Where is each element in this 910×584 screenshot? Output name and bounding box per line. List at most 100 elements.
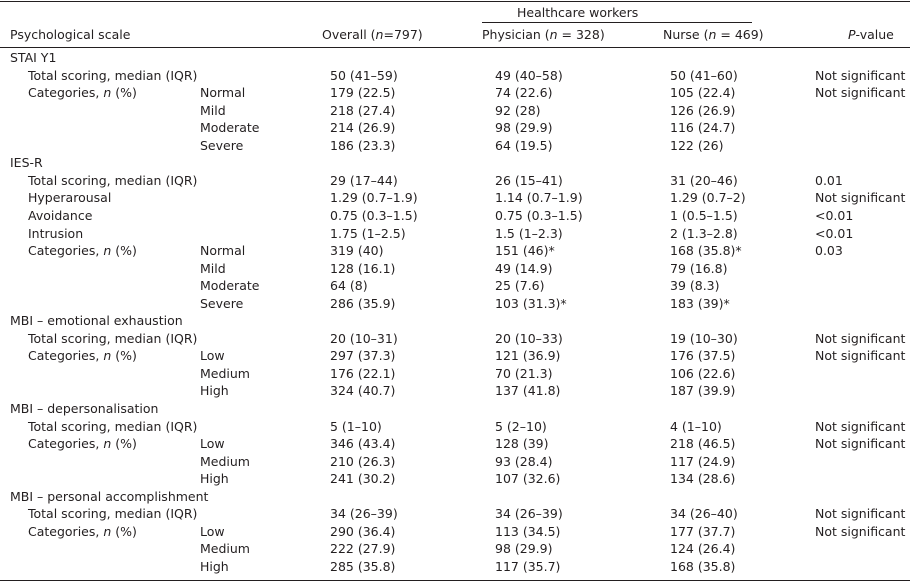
overall-cell: 297 (37.3) (330, 348, 396, 364)
nurse-cell: 1 (0.5–1.5) (670, 207, 738, 223)
nurse-cell: 31 (20–46) (670, 172, 738, 188)
row-label: Total scoring, median (IQR) (28, 418, 198, 434)
physician-cell: 5 (2–10) (495, 418, 547, 434)
nurse-cell: 106 (22.6) (670, 365, 736, 381)
p-cell: Not significant (815, 523, 906, 539)
physician-cell: 121 (36.9) (495, 348, 561, 364)
p-cell: Not significant (815, 436, 906, 452)
text-part: (%) (111, 436, 137, 452)
text-part: Nurse ( (663, 27, 709, 42)
overall-cell: 285 (35.8) (330, 558, 396, 574)
nurse-cell: 168 (35.8) (670, 558, 736, 574)
text-part: Categories, (28, 243, 104, 259)
category-label: Mild (200, 102, 226, 118)
p-cell: Not significant (815, 67, 906, 83)
text-part: n (103, 85, 112, 101)
overall-cell: 0.75 (0.3–1.5) (330, 207, 418, 223)
nurse-cell: 4 (1–10) (670, 418, 722, 434)
nurse-cell: 176 (37.5) (670, 348, 736, 364)
physician-cell: 107 (32.6) (495, 471, 561, 487)
p-cell: Not significant (815, 330, 906, 346)
physician-cell: 49 (14.9) (495, 260, 553, 276)
nurse-cell: 19 (10–30) (670, 330, 738, 346)
text-part: n (103, 436, 112, 452)
category-label: Severe (200, 137, 244, 153)
column-header: Overall (n=797) (322, 27, 423, 43)
physician-cell: 49 (40–58) (495, 67, 563, 83)
physician-cell: 20 (10–33) (495, 330, 563, 346)
nurse-cell: 122 (26) (670, 137, 724, 153)
row-label: Total scoring, median (IQR) (28, 67, 198, 83)
category-label: Low (200, 348, 225, 364)
nurse-cell: 79 (16.8) (670, 260, 728, 276)
category-label: Moderate (200, 120, 260, 136)
top-rule (0, 1, 910, 2)
overall-cell: 1.29 (0.7–1.9) (330, 190, 418, 206)
physician-cell: 1.5 (1–2.3) (495, 225, 563, 241)
section-label: STAI Y1 (10, 50, 57, 65)
overall-cell: 241 (30.2) (330, 471, 396, 487)
text-part: n (708, 27, 717, 42)
text-part: Categories, (28, 436, 104, 452)
p-cell: Not significant (815, 506, 906, 522)
row-label: Total scoring, median (IQR) (28, 506, 198, 522)
overall-cell: 1.75 (1–2.5) (330, 225, 406, 241)
p-cell: Not significant (815, 348, 906, 364)
nurse-cell: 218 (46.5) (670, 436, 736, 452)
p-cell: Not significant (815, 85, 906, 101)
category-label: Moderate (200, 278, 260, 294)
text-part: = 328) (557, 27, 605, 42)
row-label: Avoidance (28, 207, 93, 223)
overall-cell: 128 (16.1) (330, 260, 396, 276)
nurse-cell: 39 (8.3) (670, 278, 720, 294)
physician-cell: 117 (35.7) (495, 558, 561, 574)
overall-cell: 210 (26.3) (330, 453, 396, 469)
category-label: Low (200, 436, 225, 452)
overall-cell: 346 (43.4) (330, 436, 396, 452)
nurse-cell: 126 (26.9) (670, 102, 736, 118)
p-cell: 0.01 (815, 172, 843, 188)
overall-cell: 176 (22.1) (330, 365, 396, 381)
physician-cell: 1.14 (0.7–1.9) (495, 190, 583, 206)
section-label: MBI – depersonalisation (10, 401, 159, 416)
overall-cell: 290 (36.4) (330, 523, 396, 539)
section-label: MBI – personal accomplishment (10, 488, 209, 504)
bottom-rule (0, 580, 910, 581)
nurse-cell: 168 (35.8)* (670, 243, 742, 259)
physician-cell: 64 (19.5) (495, 137, 553, 153)
nurse-cell: 177 (37.7) (670, 523, 736, 539)
text-part: Categories, (28, 85, 104, 101)
overall-cell: 186 (23.3) (330, 137, 396, 153)
row-label: Total scoring, median (IQR) (28, 330, 198, 346)
text-part: Psychological scale (10, 27, 131, 42)
text-part: =797) (383, 27, 423, 42)
overall-cell: 319 (40) (330, 243, 384, 259)
category-label: Low (200, 523, 225, 539)
text-part: (%) (111, 85, 137, 101)
column-header: P-value (848, 27, 894, 43)
category-label: High (200, 383, 229, 399)
overall-cell: 218 (27.4) (330, 102, 396, 118)
text-part: n (375, 27, 384, 42)
row-label: Categories, n (%) (28, 243, 137, 259)
text-part: = 469) (716, 27, 764, 42)
text-part: Physician ( (482, 27, 550, 42)
overall-cell: 20 (10–31) (330, 330, 398, 346)
nurse-cell: 117 (24.9) (670, 453, 736, 469)
physician-cell: 92 (28) (495, 102, 541, 118)
physician-cell: 74 (22.6) (495, 85, 553, 101)
nurse-cell: 116 (24.7) (670, 120, 736, 136)
physician-cell: 70 (21.3) (495, 365, 553, 381)
physician-cell: 151 (46)* (495, 243, 555, 259)
physician-cell: 98 (29.9) (495, 541, 553, 557)
text-part: (%) (111, 348, 137, 364)
overall-cell: 34 (26–39) (330, 506, 398, 522)
row-label: Total scoring, median (IQR) (28, 172, 198, 188)
row-label: Categories, n (%) (28, 85, 137, 101)
row-label: Categories, n (%) (28, 348, 137, 364)
physician-cell: 26 (15–41) (495, 172, 563, 188)
nurse-cell: 34 (26–40) (670, 506, 738, 522)
overall-cell: 29 (17–44) (330, 172, 398, 188)
text-part: Categories, (28, 523, 104, 539)
category-label: Mild (200, 260, 226, 276)
